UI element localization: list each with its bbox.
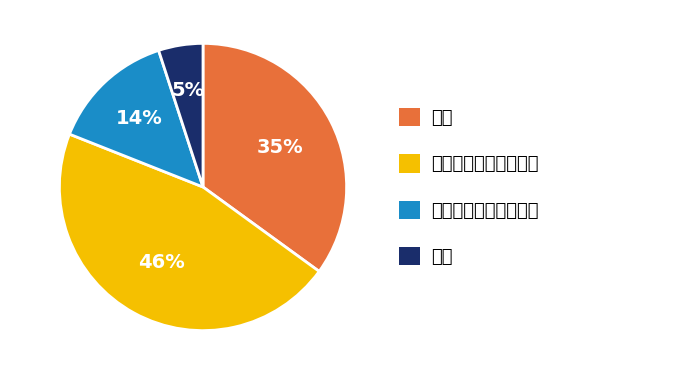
Wedge shape bbox=[203, 43, 346, 272]
Text: 35%: 35% bbox=[256, 138, 303, 157]
Text: 14%: 14% bbox=[116, 110, 162, 128]
Wedge shape bbox=[69, 50, 203, 187]
Wedge shape bbox=[159, 43, 203, 187]
Text: 46%: 46% bbox=[138, 253, 185, 272]
Legend: 賛成, どちらかといえば賛成, どちらかと言えば反対, 反対: 賛成, どちらかといえば賛成, どちらかと言えば反対, 反対 bbox=[399, 108, 539, 266]
Text: 5%: 5% bbox=[172, 81, 204, 100]
Wedge shape bbox=[60, 134, 319, 331]
